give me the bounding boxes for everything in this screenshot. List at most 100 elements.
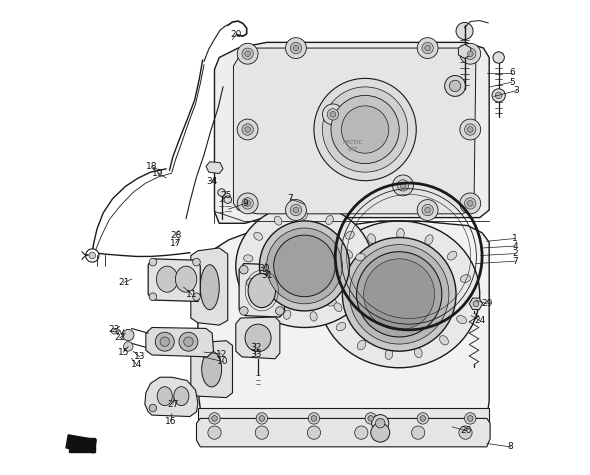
Text: 32: 32 [251, 343, 262, 352]
Text: 14: 14 [130, 360, 142, 369]
Circle shape [450, 80, 461, 92]
Circle shape [149, 404, 157, 412]
Circle shape [237, 119, 258, 140]
Text: 24: 24 [474, 316, 486, 325]
Circle shape [372, 415, 389, 432]
Text: 20: 20 [230, 30, 241, 39]
Ellipse shape [175, 266, 196, 292]
Circle shape [473, 301, 478, 307]
Text: 11: 11 [186, 290, 198, 299]
Ellipse shape [254, 232, 263, 240]
Circle shape [123, 342, 133, 351]
Ellipse shape [358, 340, 366, 350]
Circle shape [237, 43, 258, 64]
Polygon shape [469, 298, 483, 310]
Circle shape [397, 180, 409, 191]
Circle shape [112, 328, 117, 334]
Circle shape [464, 198, 476, 209]
Circle shape [260, 221, 349, 311]
Ellipse shape [245, 324, 271, 352]
Text: 15: 15 [118, 348, 129, 357]
Circle shape [193, 293, 200, 301]
Circle shape [307, 426, 320, 439]
Ellipse shape [157, 387, 172, 406]
Circle shape [293, 45, 299, 51]
Polygon shape [236, 317, 280, 359]
Circle shape [342, 238, 456, 351]
Circle shape [209, 413, 220, 424]
Polygon shape [198, 221, 489, 429]
Ellipse shape [346, 231, 354, 239]
Ellipse shape [248, 274, 276, 308]
Circle shape [290, 204, 301, 216]
Circle shape [311, 416, 317, 421]
Ellipse shape [156, 266, 178, 292]
Circle shape [371, 423, 390, 442]
Circle shape [460, 193, 481, 214]
Circle shape [293, 207, 299, 213]
Circle shape [267, 228, 342, 304]
Polygon shape [145, 377, 198, 417]
Circle shape [314, 78, 416, 180]
Circle shape [123, 329, 134, 341]
Circle shape [411, 426, 425, 439]
Ellipse shape [356, 254, 365, 261]
Ellipse shape [319, 221, 480, 368]
Circle shape [255, 426, 268, 439]
Polygon shape [206, 162, 223, 173]
Circle shape [160, 337, 169, 346]
Text: 21: 21 [118, 278, 129, 287]
Circle shape [193, 258, 200, 266]
Polygon shape [191, 341, 232, 398]
Ellipse shape [343, 249, 353, 258]
Ellipse shape [236, 204, 373, 327]
Text: 23: 23 [109, 325, 120, 334]
Text: 30: 30 [258, 264, 270, 273]
FancyBboxPatch shape [66, 435, 96, 453]
Circle shape [286, 38, 306, 58]
Text: 27: 27 [167, 399, 179, 408]
Circle shape [323, 87, 408, 172]
Circle shape [183, 337, 193, 346]
Circle shape [363, 259, 435, 330]
Ellipse shape [414, 348, 422, 358]
Circle shape [245, 51, 251, 57]
Circle shape [224, 196, 231, 203]
Ellipse shape [326, 216, 333, 225]
FancyBboxPatch shape [68, 438, 94, 452]
Text: 26: 26 [461, 426, 472, 435]
Text: 25: 25 [221, 191, 232, 200]
Ellipse shape [244, 255, 253, 262]
Circle shape [259, 416, 265, 421]
Circle shape [356, 252, 442, 337]
Circle shape [492, 89, 505, 102]
Text: 10: 10 [217, 357, 229, 366]
Text: CAT: CAT [348, 147, 358, 152]
Circle shape [459, 426, 472, 439]
Circle shape [425, 45, 431, 51]
Circle shape [467, 127, 473, 133]
Text: 33: 33 [250, 351, 262, 360]
Ellipse shape [460, 275, 471, 283]
Circle shape [365, 413, 376, 424]
Circle shape [467, 416, 473, 421]
Circle shape [89, 252, 96, 259]
Circle shape [86, 249, 99, 262]
Text: 22: 22 [114, 333, 126, 342]
Circle shape [323, 104, 343, 125]
Polygon shape [458, 44, 471, 58]
Circle shape [276, 307, 284, 315]
Text: 8: 8 [507, 442, 513, 451]
Circle shape [460, 43, 481, 64]
Ellipse shape [174, 387, 189, 406]
Polygon shape [234, 48, 476, 214]
Text: 28: 28 [170, 231, 181, 239]
Polygon shape [215, 42, 489, 223]
Circle shape [331, 95, 399, 163]
Polygon shape [146, 327, 214, 357]
Text: 34: 34 [206, 177, 218, 186]
Circle shape [400, 182, 406, 188]
Circle shape [208, 426, 221, 439]
Text: 12: 12 [216, 350, 227, 359]
Ellipse shape [200, 265, 219, 310]
